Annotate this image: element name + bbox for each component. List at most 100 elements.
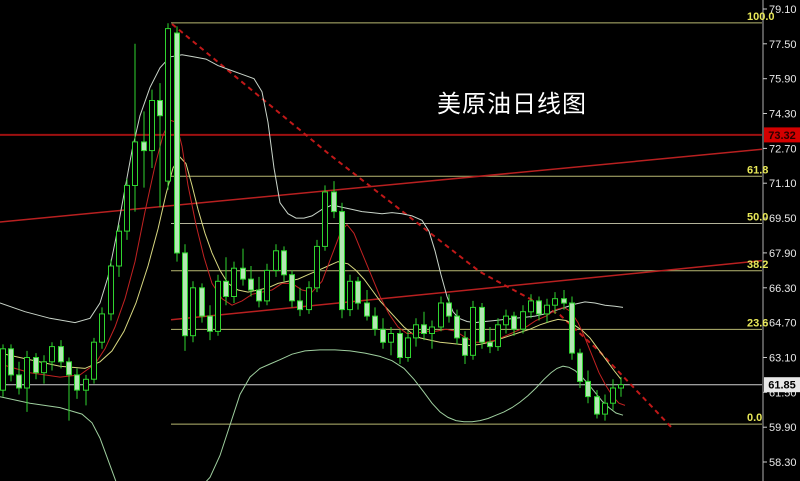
candlestick <box>454 315 460 339</box>
candlestick <box>248 278 254 291</box>
chart-title: 美原油日线图 <box>437 91 587 118</box>
candlestick <box>536 300 542 315</box>
price-axis-panel <box>763 0 800 481</box>
candlestick <box>364 302 370 317</box>
candlestick <box>577 352 583 382</box>
candlestick <box>520 311 526 330</box>
candlestick <box>141 141 147 152</box>
candlestick <box>569 302 575 354</box>
candlestick <box>511 315 517 330</box>
candlestick <box>528 300 534 313</box>
candlestick <box>49 346 55 363</box>
fib-label-38.2: 38.2 <box>747 259 768 271</box>
candlestick <box>215 280 221 332</box>
candlestick <box>116 230 122 267</box>
axis-tick-label: 77.50 <box>769 39 797 51</box>
axis-tick-label: 74.30 <box>769 109 797 121</box>
candlestick <box>108 265 114 315</box>
candlestick <box>264 269 270 302</box>
fib-label-23.6: 23.6 <box>747 317 768 329</box>
candlestick <box>231 267 237 298</box>
axis-tick-label: 71.10 <box>769 178 797 190</box>
candlestick <box>561 298 567 304</box>
candlestick <box>495 324 501 348</box>
candlestick <box>331 191 337 213</box>
candlestick <box>289 274 295 302</box>
axis-tick-label: 69.50 <box>769 213 797 225</box>
candlestick <box>306 287 312 311</box>
candlestick <box>207 315 213 332</box>
alert-price-box <box>764 127 800 143</box>
candlestick <box>503 315 509 326</box>
candlestick <box>199 287 205 317</box>
last-price-label: 61.85 <box>768 380 796 392</box>
candlestick <box>223 280 229 297</box>
alert-price-label: 73.32 <box>768 130 796 142</box>
candlestick <box>552 298 558 306</box>
candlestick <box>347 280 353 311</box>
fib-label-100.0: 100.0 <box>747 11 775 23</box>
candlestick <box>429 326 435 334</box>
falling-dashed-trendline <box>171 23 673 429</box>
candlestick <box>190 287 196 337</box>
candlestick <box>405 337 411 358</box>
candlestick <box>413 324 419 339</box>
candlestick <box>91 341 97 380</box>
candlestick <box>438 302 444 328</box>
fib-label-61.8: 61.8 <box>747 164 768 176</box>
candlestick <box>297 300 303 311</box>
candlestick <box>339 211 345 311</box>
candlestick <box>281 250 287 276</box>
candlestick <box>165 28 171 182</box>
axis-tick-label: 64.70 <box>769 318 797 330</box>
candlestick <box>124 184 130 232</box>
candlestick <box>41 361 47 374</box>
candlestick <box>16 374 22 389</box>
candlestick <box>602 402 608 415</box>
candlestick <box>256 289 262 302</box>
candlestick <box>8 348 14 376</box>
axis-tick-label: 63.10 <box>769 353 797 365</box>
axis-tick-label: 75.90 <box>769 74 797 86</box>
candlestick <box>99 313 105 343</box>
fib-label-0.0: 0.0 <box>747 412 762 424</box>
rising-trendline-lower <box>170 259 763 321</box>
candlestick <box>397 333 403 358</box>
candlestick <box>0 348 6 391</box>
candlestick <box>33 357 39 374</box>
fib-label-50.0: 50.0 <box>747 212 768 224</box>
candlestick <box>421 324 427 334</box>
candlestick <box>470 306 476 356</box>
candlestick <box>380 328 386 343</box>
candlestick <box>610 387 616 404</box>
axis-tick-label: 66.30 <box>769 283 797 295</box>
candlestick <box>487 341 493 348</box>
axis-tick-label: 72.70 <box>769 143 797 155</box>
candlestick <box>157 100 163 117</box>
bollinger-lower-band <box>0 349 624 481</box>
candlestick <box>132 141 138 186</box>
candlestick <box>544 304 550 315</box>
candlestick <box>83 378 89 391</box>
candlestick <box>182 252 188 337</box>
axis-tick-label: 58.30 <box>769 457 797 469</box>
axis-tick-label: 59.90 <box>769 422 797 434</box>
candlestick <box>585 380 591 398</box>
candlestick <box>74 374 80 391</box>
candlestick <box>388 333 394 343</box>
candlestick <box>594 396 600 415</box>
last-price-box <box>764 377 800 393</box>
candlestick <box>240 267 246 280</box>
candlestick <box>58 346 64 363</box>
candlestick <box>446 302 452 317</box>
candlestick <box>314 245 320 289</box>
candlestick <box>322 191 328 247</box>
axis-tick-label: 79.10 <box>769 4 797 16</box>
candlestick <box>149 100 155 152</box>
candlestick <box>355 280 361 304</box>
axis-tick-label: 67.90 <box>769 248 797 260</box>
candlestick <box>618 384 624 389</box>
